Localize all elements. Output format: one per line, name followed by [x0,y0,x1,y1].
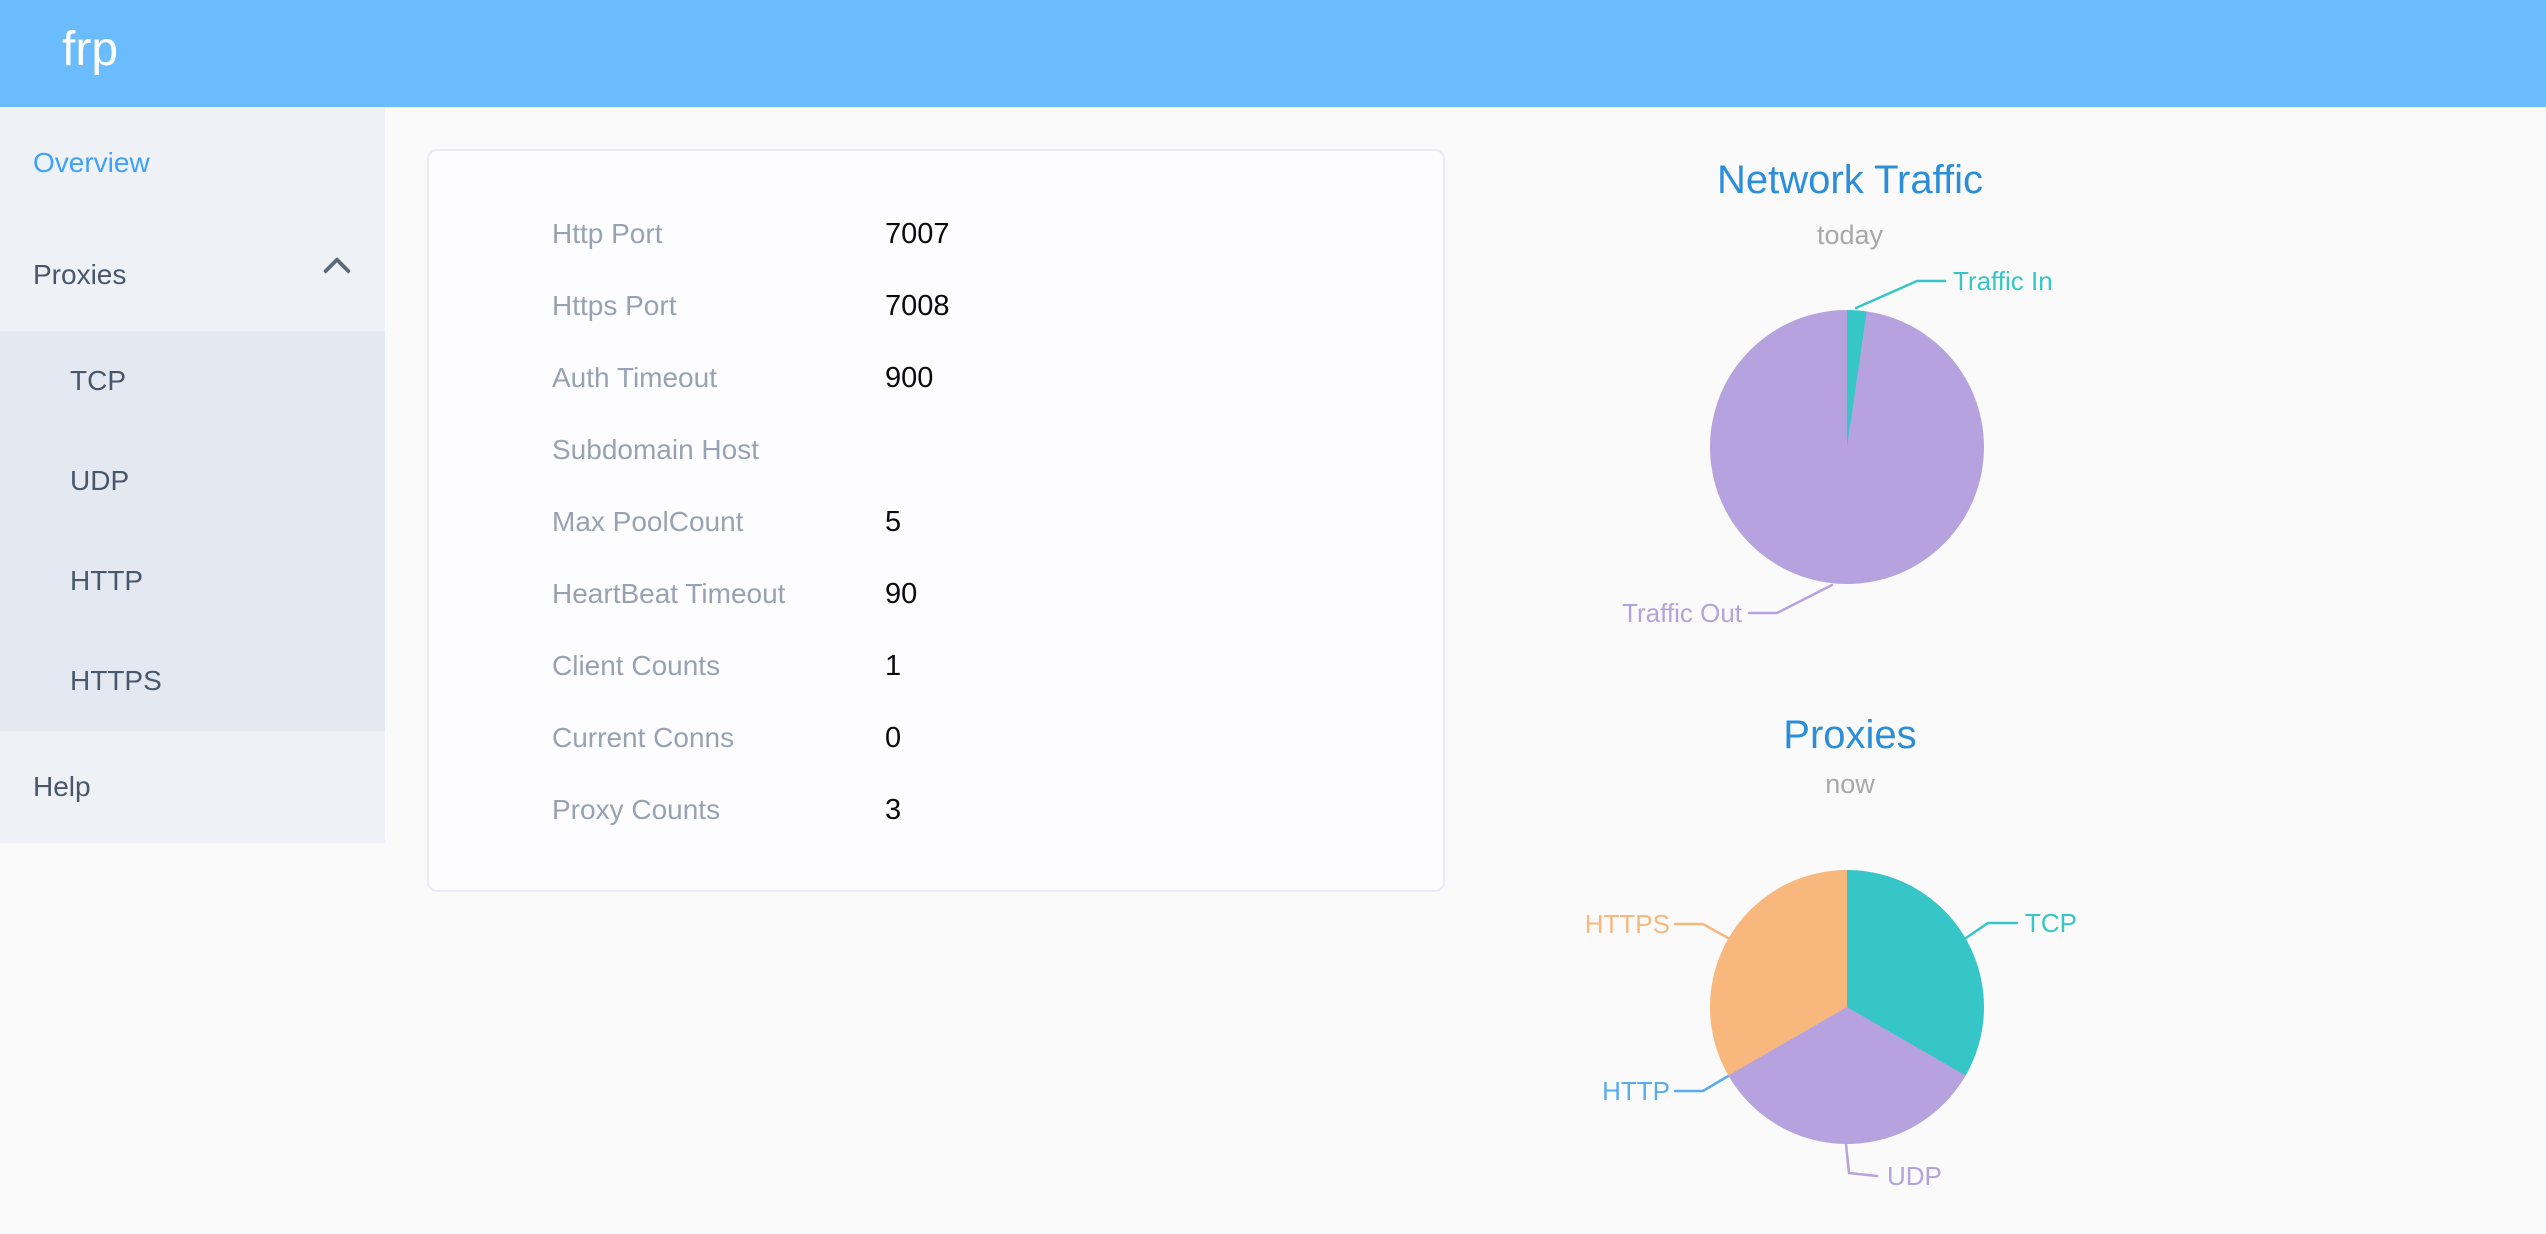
row-label: Subdomain Host [552,434,760,465]
proxies-chart: Proxies now TCP HTTPS HTTP UDP [1450,680,2250,1220]
table-row: Subdomain Host [429,414,1443,486]
pie-label-traffic-in: Traffic In [1953,266,2053,296]
chart-title: Proxies [1783,713,1917,757]
row-label: HeartBeat Timeout [552,578,786,609]
sidebar-menu: Overview Proxies TCP UDP HTTP HTTPS Help [0,107,385,843]
sidebar-item-tcp-label: TCP [70,365,126,396]
row-value: 3 [885,794,902,826]
table-row: Auth Timeout 900 [429,342,1443,414]
sidebar-item-https[interactable]: HTTPS [0,631,385,731]
row-value: 5 [885,506,902,538]
sidebar-item-http[interactable]: HTTP [0,531,385,631]
chart-subtitle: today [1816,220,1884,250]
row-label: Max PoolCount [552,506,744,537]
table-row: Https Port 7008 [429,270,1443,342]
sidebar-item-udp[interactable]: UDP [0,431,385,531]
server-info-card: Http Port 7007 Https Port 7008 Auth Time… [427,149,1445,892]
sidebar-item-tcp[interactable]: TCP [0,331,385,431]
sidebar-item-help-label: Help [33,771,91,802]
sidebar-item-overview[interactable]: Overview [0,107,385,219]
network-traffic-chart: Network Traffic today Traffic In Traffic… [1450,120,2250,660]
sidebar-item-overview-label: Overview [33,147,150,178]
row-value: 7007 [885,218,950,250]
sidebar-item-proxies-label: Proxies [33,259,127,290]
app-logo: frp [62,23,119,76]
row-label: Current Conns [552,722,735,753]
network-traffic-pie[interactable] [1710,310,1984,584]
server-info-table: Http Port 7007 Https Port 7008 Auth Time… [429,151,1443,846]
row-label: Https Port [552,290,677,321]
pie-label-https: HTTPS [1584,909,1670,939]
row-value: 900 [885,362,934,394]
row-value: 0 [885,722,902,754]
row-label: Auth Timeout [552,362,717,393]
table-row: Client Counts 1 [429,630,1443,702]
table-row: Http Port 7007 [429,198,1443,270]
row-label: Http Port [552,218,663,249]
proxies-submenu: TCP UDP HTTP HTTPS [0,331,385,731]
chart-subtitle: now [1825,769,1875,799]
chevron-up-icon[interactable] [322,256,352,286]
chart-title: Network Traffic [1717,158,1983,202]
sidebar-item-http-label: HTTP [70,565,144,596]
sidebar-item-https-label: HTTPS [70,665,162,696]
table-row: HeartBeat Timeout 90 [429,558,1443,630]
table-row: Current Conns 0 [429,702,1443,774]
pie-label-http: HTTP [1602,1076,1670,1106]
pie-label-traffic-out: Traffic Out [1622,598,1742,628]
table-row: Max PoolCount 5 [429,486,1443,558]
table-row: Proxy Counts 3 [429,774,1443,846]
row-value: 1 [885,650,902,682]
row-value: 7008 [885,290,950,322]
sidebar-item-proxies[interactable]: Proxies [0,219,385,331]
top-header-bar: frp [0,0,2546,107]
proxies-pie[interactable] [1710,870,1984,1144]
pie-label-udp: UDP [1887,1161,1942,1191]
row-value: 90 [885,578,918,610]
row-label: Client Counts [552,650,721,681]
sidebar-item-help[interactable]: Help [0,731,385,843]
pie-label-tcp: TCP [2025,908,2077,938]
row-label: Proxy Counts [552,794,721,825]
sidebar-item-udp-label: UDP [70,465,130,496]
